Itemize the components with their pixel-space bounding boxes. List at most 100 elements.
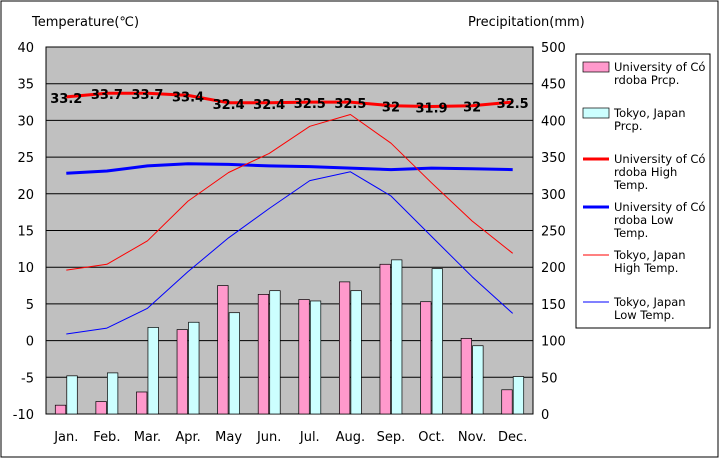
tokyo-low-temp-line — [66, 171, 514, 335]
right-axis-title: Precipitation(mm) — [468, 15, 585, 30]
left-tick-label: -10 — [13, 408, 34, 423]
month-label: Jul. — [299, 430, 320, 445]
right-tick-label: 250 — [541, 225, 566, 240]
left-tick-label: 35 — [17, 78, 34, 93]
legend-box — [575, 53, 711, 329]
legend-label: Tokyo, Japan — [613, 106, 686, 120]
tokyo-precip-bar — [309, 300, 322, 415]
right-tick-label: 50 — [541, 371, 558, 386]
precipitation-bars — [54, 259, 525, 415]
data-label: 32.5 — [294, 97, 326, 112]
legend-label: University of Có — [614, 152, 705, 166]
month-label: Aug. — [336, 430, 366, 445]
tokyo-precip-bar — [147, 327, 159, 415]
tokyo-high-temp-line — [66, 114, 514, 271]
cordoba-precip-bar — [379, 263, 391, 415]
data-labels: 33.2 33.7 33.7 33.4 32.4 32.4 32.5 32.5 32 31.9 32… — [50, 88, 528, 116]
tokyo-precip-bar — [391, 259, 403, 415]
cordoba-precip-bar — [95, 401, 107, 415]
gridlines — [46, 83, 533, 378]
data-label: 33.2 — [50, 92, 82, 107]
legend-label: Tokyo, Japan — [613, 295, 686, 309]
cordoba-precip-bar — [257, 294, 270, 415]
month-label: May — [215, 430, 242, 445]
category-axis: Jan. Feb. Mar. Apr. May Jun. Jul. Aug. Sep. Oct. N… — [53, 430, 527, 445]
data-label: 32.4 — [253, 98, 285, 113]
right-tick-label: 0 — [541, 408, 549, 423]
data-label: 32 — [382, 101, 400, 116]
tokyo-precip-bar — [431, 268, 443, 415]
data-label: 32.5 — [497, 97, 529, 112]
temperature-lines — [66, 91, 514, 335]
tokyo-precip-bar — [188, 321, 200, 415]
legend-label: Tokyo, Japan — [613, 248, 686, 262]
tokyo-precip-bar — [472, 345, 484, 415]
month-label: Nov. — [458, 430, 487, 445]
cordoba-low-temp-line — [66, 162, 513, 175]
right-tick-label: 500 — [541, 41, 566, 56]
tokyo-precip-bar — [512, 376, 525, 415]
legend-label: Low Temp. — [614, 308, 675, 322]
legend-label: University of Có — [614, 200, 705, 214]
left-tick-label: 20 — [17, 188, 34, 203]
left-tick-label: 30 — [17, 114, 34, 129]
cordoba-precip-bar — [176, 329, 188, 415]
tokyo-precip-bar — [107, 372, 119, 415]
right-tick-label: 450 — [541, 78, 566, 93]
left-tick-label: -5 — [21, 371, 34, 386]
left-tick-label: 0 — [26, 335, 34, 350]
left-axis-ticks: 40 35 30 25 20 15 10 5 0 -5 -10 — [13, 41, 34, 423]
right-tick-label: 300 — [541, 188, 566, 203]
left-axis-title: Temperature(℃) — [31, 15, 139, 30]
month-label: Feb. — [93, 430, 120, 445]
legend-label: Prcp. — [614, 119, 643, 133]
legend-label: rdoba Low — [614, 213, 674, 227]
month-label: Mar. — [134, 430, 161, 445]
tokyo-precip-bar — [350, 290, 362, 415]
cordoba-high-temp-line — [66, 91, 513, 108]
cordoba-precip-bar — [136, 391, 148, 415]
month-label: Dec. — [498, 430, 527, 445]
right-tick-label: 200 — [541, 261, 566, 276]
data-label: 33.4 — [172, 90, 204, 105]
left-tick-label: 25 — [17, 151, 34, 166]
data-label: 31.9 — [416, 101, 448, 116]
tokyo-precip-bar — [66, 375, 78, 415]
right-tick-label: 400 — [541, 114, 566, 129]
data-label: 32.4 — [213, 98, 245, 113]
month-label: Sep. — [377, 430, 406, 445]
left-tick-label: 15 — [17, 225, 34, 240]
left-tick-label: 10 — [17, 261, 34, 276]
legend-label: High Temp. — [614, 261, 678, 275]
month-label: Jun. — [256, 430, 281, 445]
cordoba-precip-bar — [54, 404, 67, 415]
month-label: Apr. — [175, 430, 200, 445]
month-label: Jan. — [53, 430, 78, 445]
legend-label: Temp. — [613, 178, 648, 192]
legend-swatch — [582, 61, 610, 73]
legend-label: rdoba High — [614, 165, 677, 179]
right-tick-label: 100 — [541, 335, 566, 350]
cordoba-precip-bar — [298, 299, 310, 415]
cordoba-precip-bar — [501, 389, 513, 415]
data-label: 32 — [463, 101, 481, 116]
tokyo-precip-bar — [269, 290, 281, 415]
right-tick-label: 150 — [541, 298, 566, 313]
legend-label: rdoba Prcp. — [614, 73, 679, 87]
legend-label: University of Có — [614, 60, 705, 74]
tokyo-precip-bar — [228, 312, 240, 415]
left-tick-label: 40 — [17, 41, 34, 56]
legend-label: Temp. — [613, 226, 648, 240]
cordoba-precip-bar — [460, 338, 472, 415]
cordoba-precip-bar — [420, 301, 432, 415]
left-tick-label: 5 — [26, 298, 34, 313]
